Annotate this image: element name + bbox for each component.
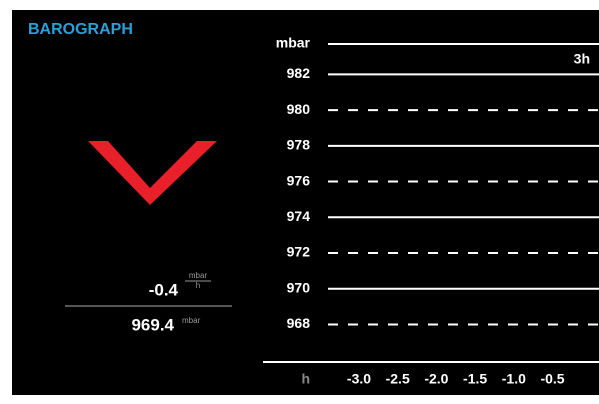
y-tick-label: 976 <box>287 172 311 188</box>
x-tick-label: -1.0 <box>502 371 526 387</box>
rate-value: -0.4 <box>149 280 179 299</box>
y-tick-label: 972 <box>287 244 311 260</box>
rate-unit-bottom: h <box>196 281 200 290</box>
pressure-value: 969.4 <box>131 315 174 334</box>
y-tick-label: 968 <box>287 315 311 331</box>
rate-unit-top: mbar <box>189 271 208 280</box>
x-tick-label: -3.0 <box>347 371 371 387</box>
y-tick-label: 970 <box>287 279 311 295</box>
y-tick-label: 974 <box>287 208 311 224</box>
y-tick-label: 982 <box>287 65 311 81</box>
y-tick-label: 978 <box>287 137 311 153</box>
trend-arrow <box>88 141 217 205</box>
x-tick-label: -2.5 <box>386 371 410 387</box>
x-tick-label: -0.5 <box>540 371 564 387</box>
range-label: 3h <box>574 51 590 67</box>
x-axis-label: h <box>301 371 310 387</box>
pressure-unit: mbar <box>182 316 201 325</box>
x-tick-label: -1.5 <box>463 371 487 387</box>
y-tick-label: 980 <box>287 101 311 117</box>
y-axis-label: mbar <box>276 35 311 51</box>
x-tick-label: -2.0 <box>424 371 448 387</box>
title: BAROGRAPH <box>28 21 133 38</box>
